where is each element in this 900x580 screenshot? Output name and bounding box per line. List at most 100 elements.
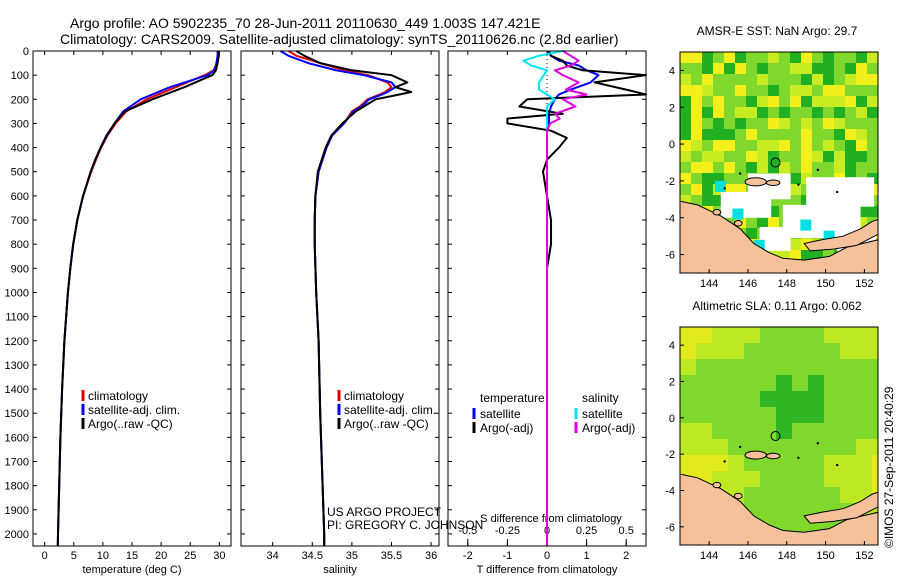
field-cell <box>757 85 768 96</box>
cyan-cell <box>800 219 812 231</box>
field-cell <box>712 359 728 375</box>
y-tick-label: 1900 <box>5 505 29 517</box>
field-cell <box>768 129 779 140</box>
field-cell <box>812 140 823 151</box>
field-cell <box>856 74 867 85</box>
x-tick-label: 25 <box>184 550 196 562</box>
field-cell <box>856 471 872 487</box>
field-cell <box>757 272 768 273</box>
field-cell <box>856 206 867 217</box>
x-tick-label: -1 <box>503 550 513 562</box>
field-cell <box>872 327 878 343</box>
small-island <box>765 452 781 460</box>
field-cell <box>728 407 744 423</box>
field-cell <box>801 129 812 140</box>
field-cell <box>812 129 823 140</box>
field-cell <box>760 327 776 343</box>
x-tick-label: 148 <box>778 550 796 562</box>
cyan-cell <box>823 230 835 242</box>
field-cell <box>746 52 757 63</box>
field-cell <box>856 375 872 391</box>
field-cell <box>702 96 713 107</box>
field-cell <box>808 471 824 487</box>
field-cell <box>856 455 872 471</box>
field-cell <box>867 118 878 129</box>
field-cell <box>768 52 779 63</box>
field-cell <box>712 439 728 455</box>
field-cell <box>792 343 808 359</box>
field-cell <box>728 375 744 391</box>
field-cell <box>867 74 878 85</box>
field-cell <box>757 96 768 107</box>
field-cell <box>691 162 702 173</box>
field-cell <box>702 107 713 118</box>
field-cell <box>792 375 808 391</box>
y-tick-label: 0 <box>23 46 29 58</box>
field-cell <box>757 63 768 74</box>
field-cell <box>856 140 867 151</box>
series-line-temperature-satellite <box>546 50 600 546</box>
field-cell <box>801 107 812 118</box>
field-cell <box>808 407 824 423</box>
field-cell <box>790 239 801 250</box>
series-line-salinity-argo-adj- <box>546 50 588 546</box>
x-tick-label: 10 <box>97 550 109 562</box>
field-cell <box>776 455 792 471</box>
series-line-argo-raw-qc- <box>295 50 413 546</box>
legend-entry: Argo(..raw -QC) <box>344 417 429 431</box>
x-tick-label: 2 <box>623 550 629 562</box>
field-cell <box>823 162 834 173</box>
field-cell <box>834 74 845 85</box>
field-cell <box>768 85 779 96</box>
field-cell <box>768 96 779 107</box>
sla_map-panel: 144 146 148 150 152 -6 -4 -2 0 2 4 Altimetric SLA: … <box>665 299 879 562</box>
field-cell <box>757 52 768 63</box>
field-cell <box>712 327 728 343</box>
field-cell <box>856 439 872 455</box>
field-cell <box>776 327 792 343</box>
x-tick-label: 35 <box>346 550 358 562</box>
x-tick-label: 0 <box>42 550 48 562</box>
legend-entry: satellite <box>582 407 623 421</box>
field-cell <box>792 519 808 535</box>
small-island <box>744 450 767 460</box>
x-tick-label: 144 <box>700 550 718 562</box>
field-cell <box>702 52 713 63</box>
field-cell <box>790 195 801 206</box>
field-cell <box>872 439 878 455</box>
field-cell <box>824 487 840 503</box>
field-cell <box>691 173 702 184</box>
small-island <box>733 492 743 500</box>
legend-entry: Argo(-adj) <box>582 421 635 435</box>
field-cell <box>834 151 845 162</box>
field-cell <box>834 162 845 173</box>
field-cell <box>801 74 812 85</box>
header-line-1: Argo profile: AO 5902235_70 28-Jun-2011 … <box>70 15 541 31</box>
x-axis-label: salinity <box>323 564 357 576</box>
nan-region <box>806 177 875 207</box>
field-cell <box>801 140 812 151</box>
field-cell <box>691 96 702 107</box>
legend-entry: satellite-adj. clim. <box>344 403 436 417</box>
field-cell <box>776 407 792 423</box>
islet <box>836 190 839 194</box>
field-cell <box>691 151 702 162</box>
axes-frame <box>447 50 647 547</box>
field-cell <box>856 107 867 118</box>
field-cell <box>691 184 702 195</box>
field-cell <box>702 63 713 74</box>
field-cell <box>680 439 696 455</box>
island-new-britain <box>803 219 878 252</box>
series-line-argo-raw-qc- <box>56 51 220 547</box>
field-cell <box>735 118 746 129</box>
field-cell <box>702 140 713 151</box>
x-tick-label: 146 <box>739 278 757 290</box>
field-cell <box>801 63 812 74</box>
y-tick-label: 2 <box>669 102 675 114</box>
field-cell <box>790 96 801 107</box>
field-cell <box>696 455 712 471</box>
field-cell <box>790 162 801 173</box>
field-cell <box>856 217 867 228</box>
field-cell <box>790 140 801 151</box>
